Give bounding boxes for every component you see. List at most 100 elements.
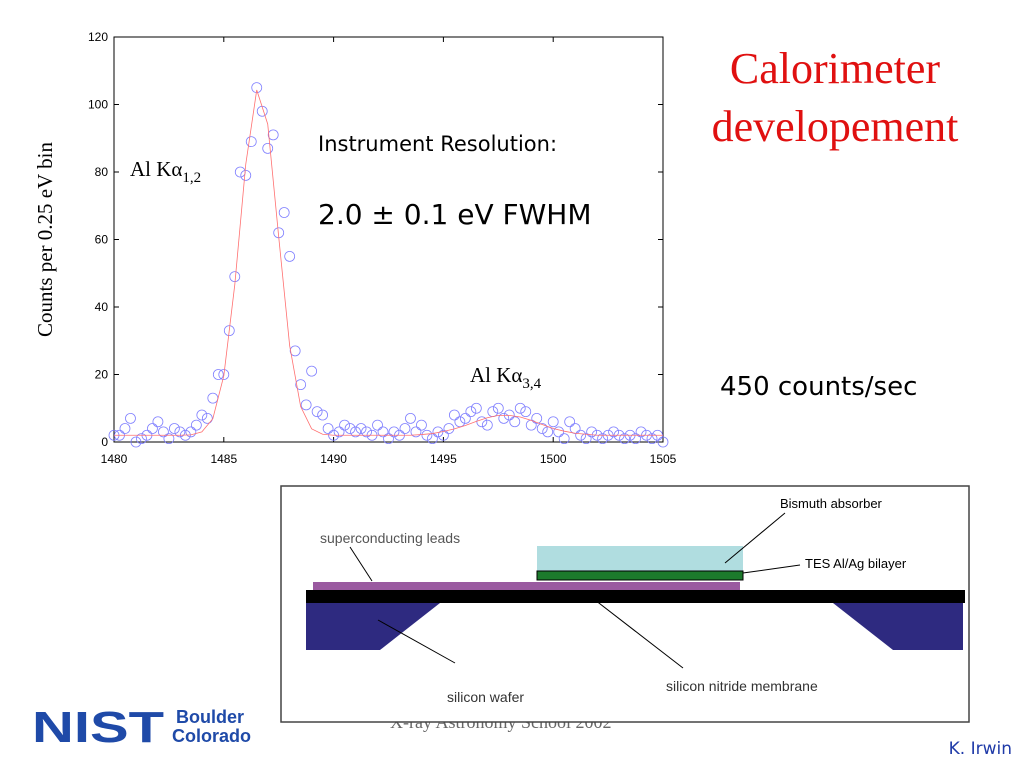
leader	[377, 619, 456, 664]
title-text: developement	[712, 102, 959, 151]
data-point	[125, 412, 136, 424]
label-wafer: silicon wafer	[447, 689, 524, 705]
data-point	[492, 402, 504, 414]
x-tick-label: 1490	[320, 452, 347, 466]
title-text: Calorimeter	[730, 44, 940, 93]
y-tick-label: 40	[95, 300, 109, 314]
data-point	[481, 419, 493, 431]
data-point	[168, 423, 180, 434]
data-point	[185, 426, 197, 438]
data-point	[344, 423, 356, 434]
leader-lines	[349, 512, 801, 669]
annotation-text: Al Kα	[470, 363, 522, 387]
leader	[742, 564, 801, 574]
y-tick-label: 20	[95, 368, 109, 382]
y-tick-label: 80	[95, 165, 109, 179]
data-point	[201, 412, 213, 424]
data-point	[223, 325, 235, 337]
data-point	[416, 419, 427, 431]
data-point	[289, 345, 301, 357]
data-point	[306, 365, 318, 377]
data-point	[158, 426, 169, 438]
data-point	[536, 423, 548, 434]
data-point	[136, 433, 147, 445]
data-point	[190, 419, 202, 431]
annotation-subscript: 1,2	[182, 170, 201, 186]
data-point	[350, 426, 361, 438]
data-point	[597, 433, 609, 445]
wafer-right	[833, 603, 963, 650]
data-point	[421, 429, 433, 441]
y-axis-label: Counts per 0.25 eV bin	[33, 141, 57, 337]
data-point	[300, 399, 312, 411]
y-tick-label: 120	[88, 30, 108, 44]
data-point	[608, 426, 619, 438]
data-point	[580, 433, 592, 445]
x-tick-label: 1480	[101, 452, 128, 466]
x-tick-label: 1495	[430, 452, 457, 466]
membrane	[306, 590, 965, 603]
label-leads: superconducting leads	[320, 530, 460, 546]
data-point	[218, 369, 230, 380]
data-point	[558, 433, 570, 445]
logo-line1: Boulder	[176, 707, 244, 727]
annotation: Al Kα3,4	[470, 363, 542, 392]
data-point	[630, 433, 641, 445]
data-point	[553, 426, 565, 438]
data-point	[383, 433, 394, 445]
leader	[594, 599, 684, 669]
absorber	[537, 546, 743, 572]
y-tick-label: 0	[101, 435, 108, 449]
data-point	[476, 416, 488, 428]
x-tick-label: 1485	[210, 452, 237, 466]
author: K. Irwin	[949, 739, 1012, 759]
data-point	[635, 426, 647, 438]
label-membrane: silicon nitride membrane	[666, 678, 818, 694]
data-point	[405, 412, 416, 424]
data-point	[295, 379, 307, 391]
data-point	[377, 426, 389, 438]
data-point	[399, 423, 411, 434]
data-point	[333, 426, 345, 438]
data-point	[564, 416, 576, 428]
leader	[724, 512, 786, 564]
tes-layer	[536, 570, 744, 581]
data-point	[448, 409, 460, 421]
data-point	[372, 419, 383, 431]
diagram: Bismuth absorber TES Al/Ag bilayer super…	[280, 485, 970, 723]
leads	[313, 582, 740, 590]
data-point	[163, 433, 175, 445]
annotation-subscript: 3,4	[522, 376, 541, 392]
logo-mark: NIST	[32, 703, 164, 752]
data-point	[311, 406, 323, 418]
data-point	[240, 169, 252, 181]
data-point	[278, 207, 290, 218]
resolution-label: Instrument Resolution:	[318, 132, 557, 156]
logo-line2: Colorado	[172, 726, 251, 746]
resolution-value: 2.0 ± 0.1 eV FWHM	[318, 198, 592, 231]
y-tick-label: 100	[88, 98, 108, 112]
count-rate: 450 counts/sec	[720, 372, 917, 402]
plot-frame	[113, 36, 664, 443]
data-point	[459, 412, 471, 424]
data-point	[212, 369, 224, 380]
wafer-left	[306, 603, 440, 650]
data-point	[119, 423, 131, 434]
leader	[349, 546, 373, 582]
data-point	[646, 433, 658, 445]
data-point	[531, 412, 543, 424]
data-point	[509, 416, 521, 428]
annotation: Al Kα1,2	[130, 157, 201, 186]
y-tick-label: 60	[95, 233, 109, 247]
data-point	[284, 250, 296, 262]
data-point	[174, 426, 186, 438]
data-point	[322, 423, 334, 434]
data-point	[657, 436, 669, 448]
label-bismuth: Bismuth absorber	[780, 496, 883, 511]
fit-line	[114, 89, 663, 436]
label-tes: TES Al/Ag bilayer	[805, 556, 907, 571]
x-tick-label: 1505	[650, 452, 677, 466]
data-point	[498, 412, 510, 424]
data-point	[317, 409, 329, 421]
